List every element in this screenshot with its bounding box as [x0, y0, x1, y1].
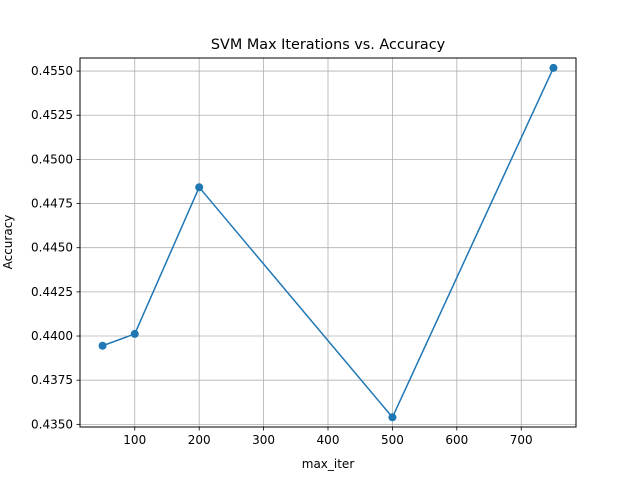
x-tick-label: 400 — [317, 433, 340, 447]
data-point — [98, 341, 107, 350]
y-tick-label: 0.4375 — [31, 373, 73, 387]
y-tick-label: 0.4400 — [31, 329, 73, 343]
y-tick-label: 0.4350 — [31, 417, 73, 431]
y-tick-label: 0.4450 — [31, 241, 73, 255]
x-tick-label: 500 — [381, 433, 404, 447]
y-tick-label: 0.4550 — [31, 64, 73, 78]
x-tick-label: 600 — [445, 433, 468, 447]
y-tick-label: 0.4525 — [31, 108, 73, 122]
chart-title: SVM Max Iterations vs. Accuracy — [211, 37, 446, 53]
x-axis-label: max_iter — [302, 457, 355, 471]
data-point — [388, 413, 397, 422]
y-tick-label: 0.4500 — [31, 152, 73, 166]
x-tick-label: 100 — [123, 433, 146, 447]
x-tick-label: 300 — [252, 433, 275, 447]
data-point — [549, 63, 558, 72]
x-tick-label: 200 — [188, 433, 211, 447]
data-point — [195, 183, 204, 192]
grid-lines — [80, 58, 576, 427]
y-tick-label: 0.4425 — [31, 285, 73, 299]
series-layer — [98, 63, 558, 422]
x-tick-label: 700 — [510, 433, 533, 447]
ticks: 100 200 300 400 500 600 700 0.4350 0.4375 0.4400 0… — [31, 64, 533, 447]
y-axis-label: Accuracy — [1, 215, 15, 270]
data-point — [130, 329, 139, 338]
y-tick-label: 0.4475 — [31, 197, 73, 211]
